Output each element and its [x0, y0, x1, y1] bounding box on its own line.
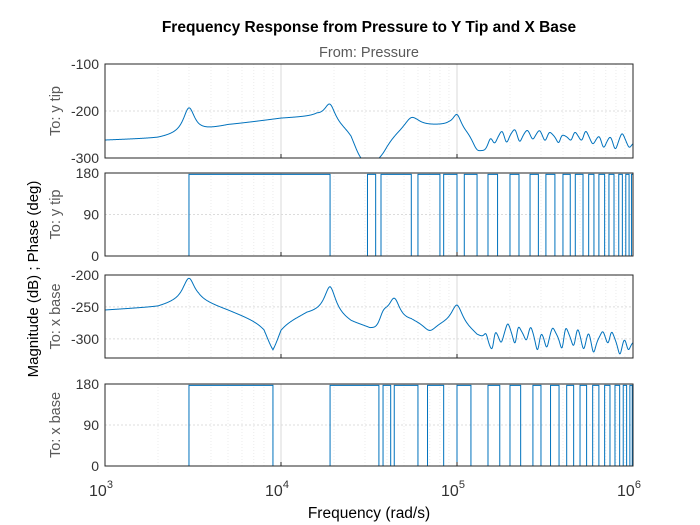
panel-phase-xbase: 0 90 180 To: x base	[48, 376, 634, 474]
output-label: To: x base	[48, 283, 64, 349]
y-tick-label: 90	[83, 207, 99, 223]
output-label: To: y tip	[48, 190, 64, 240]
x-tick-labels: 103 104 105 106	[89, 479, 641, 500]
y-tick-label: 0	[91, 248, 99, 264]
y-tick-label: -200	[71, 103, 99, 119]
y-tick-label: 90	[83, 417, 99, 433]
chart-subtitle: From: Pressure	[319, 45, 419, 61]
series-line	[105, 173, 633, 256]
y-tick-label: -100	[71, 56, 99, 72]
panel-phase-ytip: 0 90 180 To: y tip	[48, 165, 634, 264]
panel-frame	[104, 274, 634, 359]
x-tick-label: 104	[265, 479, 289, 500]
panel-frame	[104, 383, 634, 467]
series-line	[105, 277, 633, 355]
series-line	[105, 103, 633, 158]
series-line	[105, 384, 633, 466]
x-tick-label: 105	[441, 479, 465, 500]
panel-mag-ytip: -300 -200 -100 To: y tip	[48, 56, 634, 166]
y-tick-label: -250	[71, 299, 99, 315]
y-tick-label: -200	[71, 267, 99, 283]
panel-frame	[104, 172, 634, 257]
y-tick-label: -300	[71, 150, 99, 166]
x-tick-label: 103	[89, 479, 113, 500]
x-tick-label: 106	[617, 479, 641, 500]
y-tick-label: 180	[76, 376, 100, 392]
x-axis-label: Frequency (rad/s)	[308, 505, 430, 522]
panel-frame	[104, 63, 634, 159]
panel-background	[105, 275, 633, 358]
y-tick-label: 180	[76, 165, 100, 181]
output-label: To: x base	[48, 392, 64, 458]
y-tick-label: 0	[91, 458, 99, 474]
y-tick-label: -300	[71, 331, 99, 347]
output-label: To: y tip	[48, 86, 64, 136]
chart-title: Frequency Response from Pressure to Y Ti…	[162, 19, 577, 36]
panel-mag-xbase: -300 -250 -200 To: x base	[48, 267, 634, 359]
y-axis-label: Magnitude (dB) ; Phase (deg)	[25, 181, 42, 378]
